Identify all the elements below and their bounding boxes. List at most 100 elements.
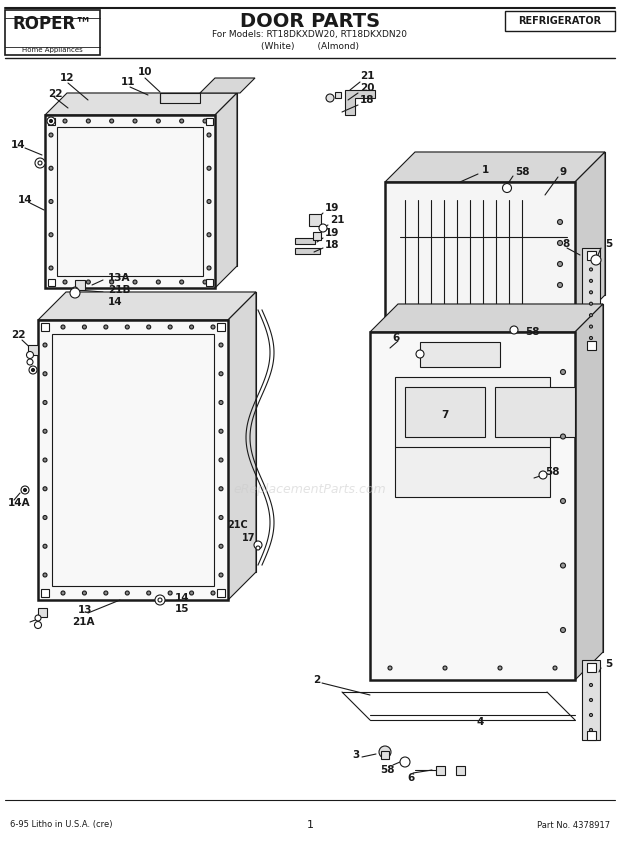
Text: 58: 58	[381, 765, 395, 775]
Text: 17: 17	[242, 533, 255, 543]
Circle shape	[590, 337, 593, 339]
Text: 5: 5	[605, 239, 613, 249]
Circle shape	[147, 325, 151, 329]
Circle shape	[35, 615, 41, 621]
Bar	[205, 278, 213, 286]
Circle shape	[319, 224, 327, 232]
Bar	[335, 92, 341, 98]
Circle shape	[219, 544, 223, 548]
Circle shape	[254, 541, 262, 549]
Circle shape	[43, 430, 47, 433]
Circle shape	[110, 119, 113, 123]
Bar	[582, 660, 600, 740]
Circle shape	[498, 666, 502, 670]
Circle shape	[560, 628, 565, 633]
Polygon shape	[575, 152, 605, 325]
Text: 18: 18	[325, 240, 340, 250]
Bar	[435, 765, 445, 775]
Circle shape	[70, 288, 80, 298]
Circle shape	[207, 133, 211, 137]
Circle shape	[49, 266, 53, 270]
Circle shape	[400, 757, 410, 767]
Bar	[75, 280, 85, 290]
Text: 58: 58	[525, 327, 539, 337]
Text: 13A: 13A	[108, 273, 130, 283]
Circle shape	[211, 591, 215, 595]
Circle shape	[49, 232, 53, 237]
Circle shape	[203, 119, 207, 123]
Text: 10: 10	[138, 67, 153, 77]
Text: 8: 8	[563, 239, 570, 249]
Circle shape	[590, 257, 593, 259]
Text: 6: 6	[392, 333, 400, 343]
Bar	[395, 377, 550, 497]
Polygon shape	[38, 292, 256, 320]
Circle shape	[388, 666, 392, 670]
Circle shape	[590, 668, 593, 672]
Circle shape	[49, 200, 53, 203]
Circle shape	[156, 119, 161, 123]
Text: (White)        (Almond): (White) (Almond)	[261, 42, 359, 51]
Bar	[205, 117, 213, 125]
Polygon shape	[67, 93, 237, 266]
Text: 4: 4	[476, 717, 484, 727]
Text: 21A: 21A	[72, 617, 94, 627]
Polygon shape	[200, 78, 255, 93]
Text: 20: 20	[360, 83, 374, 93]
Polygon shape	[45, 93, 237, 115]
Text: Home Appliances: Home Appliances	[22, 47, 82, 53]
Circle shape	[219, 430, 223, 433]
Circle shape	[43, 486, 47, 491]
Circle shape	[29, 366, 37, 374]
Circle shape	[219, 458, 223, 462]
Bar	[160, 93, 200, 103]
Text: Part No. 4378917: Part No. 4378917	[537, 821, 610, 829]
Circle shape	[43, 458, 47, 462]
Circle shape	[86, 119, 91, 123]
Circle shape	[590, 684, 593, 686]
Bar	[52, 334, 214, 586]
Bar	[217, 323, 225, 331]
Bar	[405, 387, 485, 437]
Circle shape	[207, 232, 211, 237]
Text: 58: 58	[545, 467, 559, 477]
Text: 15: 15	[175, 604, 190, 614]
Polygon shape	[215, 93, 237, 288]
Circle shape	[553, 666, 557, 670]
Circle shape	[190, 325, 193, 329]
Polygon shape	[66, 292, 256, 572]
Text: 2: 2	[312, 675, 320, 685]
Circle shape	[43, 573, 47, 577]
Circle shape	[49, 166, 53, 170]
Circle shape	[190, 591, 193, 595]
Circle shape	[256, 546, 260, 550]
Circle shape	[557, 282, 562, 288]
Text: 14: 14	[11, 140, 25, 150]
Polygon shape	[295, 238, 315, 244]
Text: 7: 7	[441, 410, 449, 420]
Text: 9: 9	[560, 167, 567, 177]
Circle shape	[207, 200, 211, 203]
Text: 1: 1	[481, 165, 489, 175]
Circle shape	[24, 488, 27, 492]
Text: For Models: RT18DKXDW20, RT18DKXDN20: For Models: RT18DKXDW20, RT18DKXDN20	[213, 30, 407, 39]
Circle shape	[27, 351, 33, 358]
Text: 14: 14	[18, 195, 32, 205]
Text: 19: 19	[325, 203, 339, 213]
Circle shape	[560, 434, 565, 439]
Text: 21B: 21B	[108, 285, 130, 295]
Text: ROPER™: ROPER™	[12, 15, 92, 33]
Text: 14: 14	[108, 297, 123, 307]
Circle shape	[49, 133, 53, 137]
Circle shape	[219, 343, 223, 347]
Circle shape	[168, 591, 172, 595]
Circle shape	[207, 166, 211, 170]
Circle shape	[590, 325, 593, 328]
Bar	[587, 251, 595, 259]
Bar	[381, 751, 389, 759]
Text: 14: 14	[175, 593, 190, 603]
Circle shape	[155, 595, 165, 605]
Circle shape	[43, 372, 47, 375]
Circle shape	[147, 591, 151, 595]
Circle shape	[82, 325, 86, 329]
